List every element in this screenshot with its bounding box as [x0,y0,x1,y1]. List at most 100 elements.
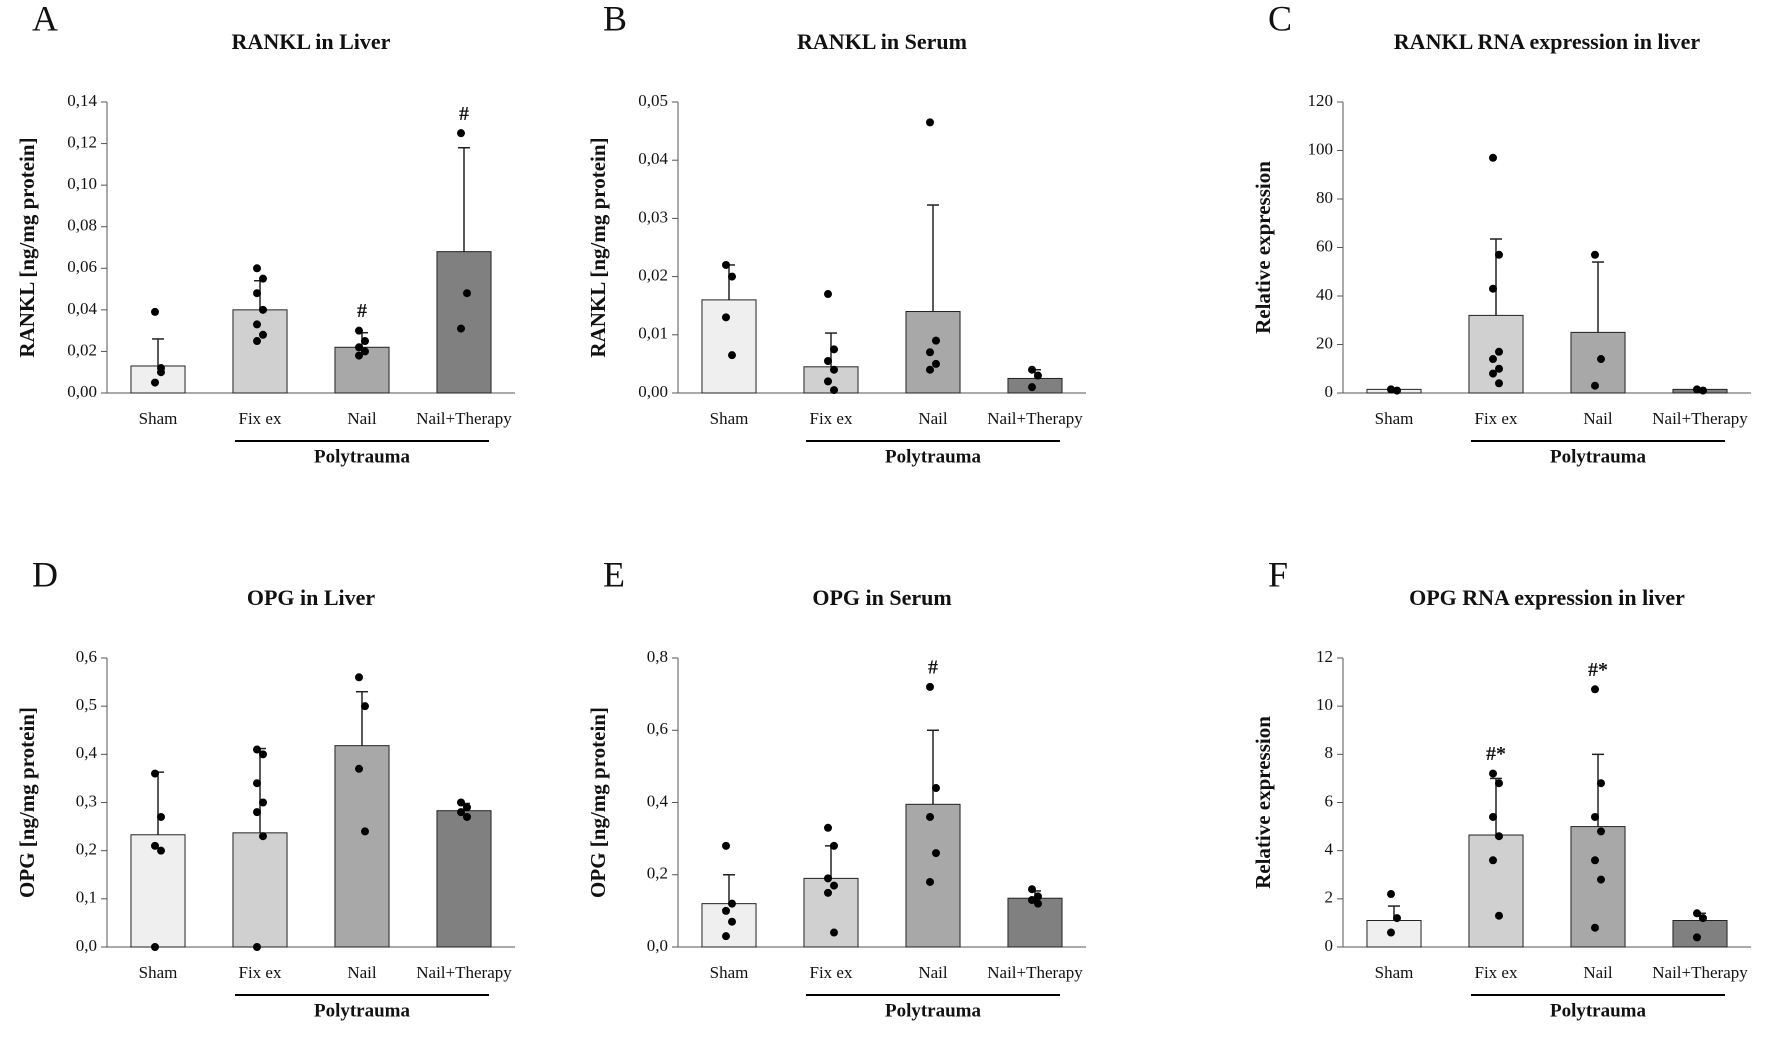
x-tick-label: Nail [347,963,377,982]
data-point [253,808,261,817]
group-label: Polytrauma [1550,446,1647,467]
annotation: #* [1588,659,1608,681]
group-label: Polytrauma [314,446,411,467]
chart-title: RANKL RNA expression in liver [1394,29,1701,54]
data-point [361,827,369,836]
panel-letter: B [603,0,627,38]
y-tick-label: 0,00 [67,382,97,401]
data-point [1489,769,1497,778]
bar [232,832,288,948]
data-point [1028,896,1036,905]
y-tick-label: 60 [1316,236,1333,255]
x-tick-label: Sham [1375,409,1414,428]
data-point [932,359,940,368]
bar [803,877,859,948]
chart-title: RANKL in Serum [797,29,967,54]
bar [436,810,492,948]
data-point [1489,355,1497,364]
y-tick-label: 0,5 [76,695,97,714]
data-point [253,745,261,754]
data-point [1591,685,1599,694]
bar [436,251,492,394]
data-point [463,289,471,298]
data-point [1495,911,1503,920]
annotation: # [928,656,938,678]
x-tick-label: Nail+Therapy [987,963,1083,982]
data-point [259,798,267,807]
y-axis-label: RANKL [ng/mg protein] [15,137,39,357]
y-tick-label: 0,6 [647,719,668,738]
data-point [830,841,838,850]
data-point [157,846,165,855]
y-tick-label: 0,02 [638,266,668,285]
data-point [1489,284,1497,293]
data-point [722,841,730,850]
data-point [1393,914,1401,923]
data-point [463,812,471,821]
y-axis-label: OPG [ng/mg protein] [586,707,610,898]
data-point [926,365,934,374]
y-axis-label: OPG [ng/mg protein] [15,707,39,898]
data-point [830,928,838,937]
data-point [728,899,736,908]
x-tick-label: Sham [710,409,749,428]
y-tick-label: 0,14 [67,91,97,110]
y-tick-label: 0,2 [76,840,97,859]
data-point [1693,933,1701,942]
x-tick-label: Sham [710,963,749,982]
data-point [1028,885,1036,894]
data-point [926,877,934,886]
group-label: Polytrauma [1550,1000,1647,1021]
data-point [1034,899,1042,908]
data-point [253,264,261,273]
y-tick-label: 20 [1316,333,1333,352]
data-point [824,290,832,299]
data-point [926,118,934,127]
data-point [1489,153,1497,162]
data-point [457,324,465,333]
x-tick-label: Fix ex [1475,409,1518,428]
y-tick-label: 6 [1325,791,1334,810]
x-tick-label: Nail [918,409,948,428]
chart-title: OPG in Serum [812,585,951,610]
panel-letter: A [32,0,58,38]
data-point [1489,812,1497,821]
y-tick-label: 80 [1316,188,1333,207]
data-point [259,832,267,841]
y-tick-label: 0,3 [76,791,97,810]
y-tick-label: 0 [1325,382,1334,401]
y-tick-label: 12 [1316,647,1333,666]
data-point [1597,779,1605,788]
y-tick-label: 2 [1325,888,1334,907]
y-tick-label: 0,01 [638,324,668,343]
data-point [253,779,261,788]
data-point [1387,385,1395,394]
data-point [463,803,471,812]
data-point [1393,386,1401,395]
chart-title: OPG in Liver [247,585,376,610]
data-point [926,812,934,821]
data-point [1699,914,1707,923]
y-axis-label: RANKL [ng/mg protein] [586,137,610,357]
y-axis-label: Relative expression [1251,716,1275,889]
data-point [253,320,261,329]
x-tick-label: Nail [347,409,377,428]
data-point [1591,856,1599,865]
x-tick-label: Sham [139,963,178,982]
bar [1468,834,1524,948]
data-point [1597,875,1605,884]
y-axis-label: Relative expression [1251,161,1275,334]
x-tick-label: Nail+Therapy [416,963,512,982]
data-point [728,917,736,926]
y-tick-label: 0,04 [67,299,97,318]
y-tick-label: 0 [1325,936,1334,955]
data-point [722,260,730,269]
data-point [361,702,369,711]
data-point [151,943,159,951]
x-tick-label: Nail [1583,409,1613,428]
y-tick-label: 0,10 [67,174,97,193]
y-tick-label: 0,12 [67,132,97,151]
data-point [830,386,838,395]
data-point [1591,381,1599,390]
x-tick-label: Nail+Therapy [987,409,1083,428]
